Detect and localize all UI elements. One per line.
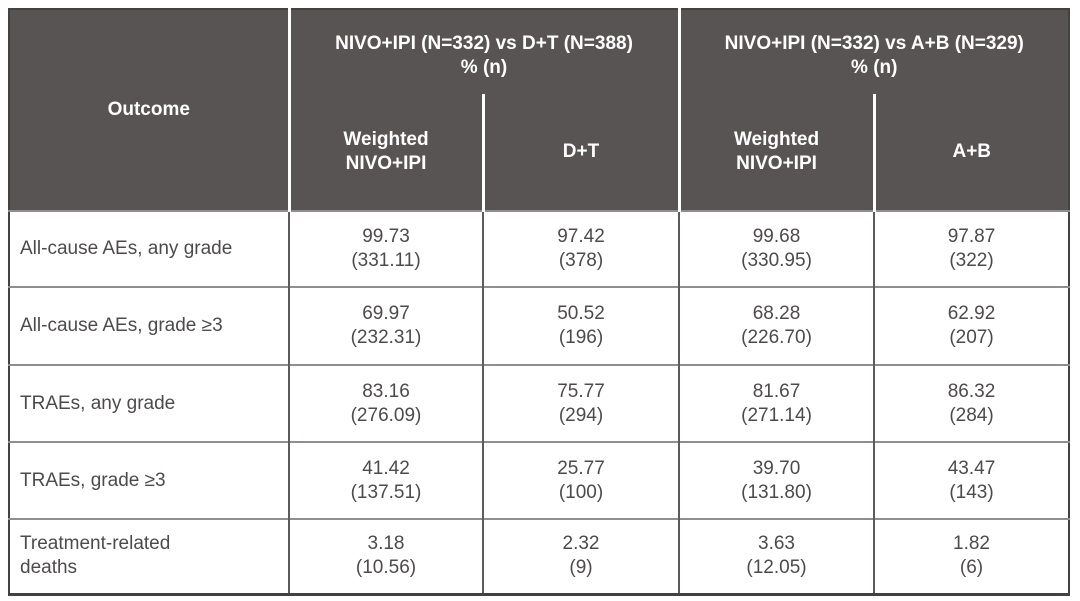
value-cell: 69.97 (232.31) — [288, 286, 483, 365]
group-subtitle: % (n) — [460, 57, 508, 78]
n-value: (12.05) — [746, 557, 807, 579]
outcome-column-header: Outcome — [9, 9, 289, 211]
table-row: TRAEs, any grade 83.16 (276.09) 75.77 (2… — [9, 364, 1070, 442]
pct-value: 69.97 — [362, 303, 410, 324]
group-header-nivo-vs-dt: NIVO+IPI (N=332) vs D+T (N=388) % (n) — [287, 9, 680, 94]
pct-value: 3.63 — [758, 533, 795, 555]
table-body: All-cause AEs, any grade 99.73 (331.11) … — [9, 210, 1070, 594]
pct-value: 3.18 — [367, 533, 405, 555]
n-value: (294) — [558, 404, 604, 426]
subcolumn-header-ab: A+B — [872, 94, 1070, 211]
value-cell: 99.68 (330.95) — [678, 210, 875, 287]
table-row: All-cause AEs, any grade 99.73 (331.11) … — [9, 210, 1070, 287]
pct-value: 97.42 — [557, 226, 605, 247]
group-subtitle: % (n) — [851, 57, 898, 78]
table-row: TRAEs, grade ≥3 41.42 (137.51) 25.77 (10… — [9, 441, 1070, 519]
value-cell: 75.77 (294) — [481, 364, 680, 442]
value-cell: 1.82 (6) — [873, 518, 1070, 594]
n-value: (143) — [949, 481, 994, 503]
n-value: (322) — [949, 250, 994, 271]
group-header-nivo-vs-ab: NIVO+IPI (N=332) vs A+B (N=329) % (n) — [677, 9, 1070, 94]
pct-value: 99.68 — [752, 226, 801, 247]
n-value: (131.80) — [741, 481, 812, 503]
pct-value: 83.16 — [362, 380, 410, 402]
value-cell: 62.92 (207) — [873, 286, 1070, 365]
n-value: (284) — [949, 404, 994, 426]
group-title: NIVO+IPI (N=332) vs A+B (N=329) — [724, 33, 1024, 54]
n-value: (330.95) — [741, 250, 812, 271]
value-cell: 3.63 (12.05) — [678, 518, 875, 594]
table-row: Treatment-related deaths 3.18 (10.56) 2.… — [9, 518, 1070, 594]
outcome-cell: Treatment-related deaths — [9, 518, 289, 594]
value-cell: 68.28 (226.70) — [678, 286, 875, 365]
pct-value: 43.47 — [947, 457, 996, 479]
subcolumn-header-weighted-nivo-ipi-1: Weighted NIVO+IPI — [287, 94, 483, 211]
n-value: (378) — [558, 250, 604, 271]
pct-value: 25.77 — [557, 457, 605, 479]
value-cell: 2.32 (9) — [481, 518, 680, 594]
value-cell: 99.73 (331.11) — [288, 210, 483, 287]
pct-value: 86.32 — [947, 380, 996, 402]
n-value: (100) — [558, 481, 604, 503]
n-value: (207) — [949, 327, 994, 348]
outcome-cell: TRAEs, grade ≥3 — [9, 441, 289, 519]
value-cell: 86.32 (284) — [873, 364, 1070, 442]
ae-summary-table: Outcome NIVO+IPI (N=332) vs D+T (N=388) … — [8, 8, 1071, 596]
pct-value: 50.52 — [557, 303, 605, 324]
value-cell: 97.87 (322) — [873, 210, 1070, 287]
pct-value: 99.73 — [362, 226, 410, 247]
pct-value: 62.92 — [947, 303, 996, 324]
subcolumn-header-weighted-nivo-ipi-2: Weighted NIVO+IPI — [677, 94, 875, 211]
value-cell: 3.18 (10.56) — [288, 518, 483, 594]
n-value: (232.31) — [350, 327, 422, 348]
n-value: (10.56) — [355, 557, 417, 579]
group-title: NIVO+IPI (N=332) vs D+T (N=388) — [335, 33, 633, 54]
group-header-row: Outcome NIVO+IPI (N=332) vs D+T (N=388) … — [9, 9, 1070, 211]
value-cell: 81.67 (271.14) — [678, 364, 875, 442]
value-cell: 83.16 (276.09) — [288, 364, 483, 442]
pct-value: 2.32 — [562, 533, 600, 555]
value-cell: 50.52 (196) — [481, 286, 680, 365]
n-value: (9) — [569, 557, 593, 579]
value-cell: 43.47 (143) — [873, 441, 1070, 519]
n-value: (271.14) — [741, 404, 812, 426]
table-header: Outcome NIVO+IPI (N=332) vs D+T (N=388) … — [9, 9, 1070, 211]
pct-value: 1.82 — [953, 533, 990, 555]
pct-value: 68.28 — [752, 303, 801, 324]
outcome-cell: All-cause AEs, grade ≥3 — [9, 286, 289, 365]
value-cell: 41.42 (137.51) — [288, 441, 483, 519]
pct-value: 75.77 — [557, 380, 605, 402]
n-value: (226.70) — [741, 327, 812, 348]
pct-value: 41.42 — [362, 457, 410, 479]
pct-value: 97.87 — [947, 226, 996, 247]
outcome-cell: TRAEs, any grade — [9, 364, 289, 442]
n-value: (137.51) — [350, 481, 422, 503]
value-cell: 25.77 (100) — [481, 441, 680, 519]
value-cell: 39.70 (131.80) — [678, 441, 875, 519]
value-cell: 97.42 (378) — [481, 210, 680, 287]
subcolumn-header-dt: D+T — [481, 94, 680, 211]
n-value: (276.09) — [350, 404, 422, 426]
table-row: All-cause AEs, grade ≥3 69.97 (232.31) 5… — [9, 286, 1070, 365]
n-value: (6) — [959, 557, 984, 579]
n-value: (331.11) — [351, 250, 421, 271]
n-value: (196) — [558, 327, 604, 348]
pct-value: 39.70 — [752, 457, 801, 479]
subcolumn-header-row: Weighted NIVO+IPI D+T Weighted NIVO+IPI … — [9, 94, 1070, 211]
outcome-cell: All-cause AEs, any grade — [9, 210, 289, 287]
pct-value: 81.67 — [752, 380, 801, 402]
